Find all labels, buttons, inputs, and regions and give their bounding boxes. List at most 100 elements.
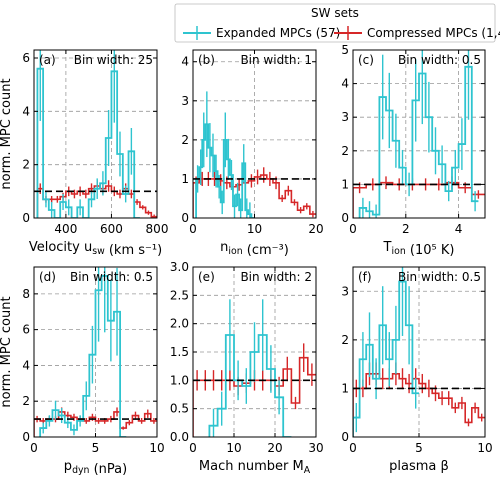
y-tick-label-2: 4 [22,358,30,372]
y-tick-label-3: 6 [22,323,30,337]
series-expanded [195,91,255,218]
bin-width-annotation: Bin width: 2 [240,270,312,284]
y-tick-label-2: 4 [22,104,30,118]
y-tick-label-3: 3 [181,94,189,108]
series-step-1 [34,411,157,437]
y-tick-label-0: 0 [341,430,349,444]
legend: SW sets Expanded MPCs (57) Compressed MP… [174,3,500,43]
panel-label: (a) [39,53,56,67]
x-tick-label-2: 10 [477,441,492,455]
y-tick-label-1: 1 [181,172,189,186]
plot-frame [352,49,486,219]
y-tick-label-0: 0 [181,211,189,225]
series-step-0 [208,334,292,437]
legend-title: SW sets [311,6,359,20]
legend-entry-expanded: Expanded MPCs (57) [183,26,340,40]
x-axis-label: Velocity usw (km s⁻¹) [29,240,162,258]
x-axis-label: Mach number MA [199,459,311,476]
x-tick-label-0: 400 [54,222,77,236]
y-tick-label-0: 0 [22,430,30,444]
panel-c: 0 2 4 0 1 2 3 4 5 (c) Bin width: 0.5 Tion (10⁵ K) [341,43,486,258]
x-tick-label-2: 10 [149,441,164,455]
panel-e: 0 10 20 30 0.0 0.5 1.0 1.5 2.0 2.5 3.0 (e) Bin width… [170,260,324,476]
y-tick-label-6: 3.0 [170,260,189,274]
x-tick-label-0: 0 [30,441,38,455]
legend-label-expanded: Expanded MPCs (57) [216,26,340,40]
panel-label: (c) [358,53,374,67]
x-axis-label: pdyn (nPa) [64,459,127,477]
plot-frame [33,49,158,219]
x-tick-label-1: 2 [402,222,410,236]
x-tick-label-3: 30 [308,441,323,455]
y-tick-label-5: 5 [341,43,349,57]
y-tick-label-5: 2.5 [170,288,189,302]
y-tick-label-2: 1.0 [170,373,189,387]
x-tick-label-0: 0 [189,222,197,236]
series-step-1 [353,373,485,437]
y-axis-label: norm. MPC count [0,296,14,407]
panel-b: 0 10 20 0 1 2 3 4 (b) Bin width: 1 nion (cm⁻³) [181,49,324,258]
series-expanded [353,267,419,437]
y-tick-label-4: 2.0 [170,317,189,331]
panel-label: (f) [358,270,372,284]
y-tick-label-0: 0 [22,211,30,225]
bin-width-annotation: Bin width: 1 [240,53,312,67]
x-tick-label-2: 4 [455,222,463,236]
series-step-0 [353,280,419,437]
x-tick-label-2: 20 [308,222,323,236]
series-compressed [193,167,316,218]
y-tick-label-1: 2 [22,158,30,172]
panel-label: (d) [39,270,56,284]
series-expanded [208,299,292,437]
x-tick-label-1: 10 [247,222,262,236]
y-tick-label-3: 3 [341,284,349,298]
panel-d: 0 5 10 0 2 4 6 8 (d) Bin width: 0.5 pdyn (nPa) norm… [0,266,165,477]
y-tick-label-2: 2 [341,333,349,347]
y-tick-label-0: 0.0 [170,430,189,444]
x-tick-label-1: 5 [92,441,100,455]
x-axis-label: Tion (10⁵ K) [383,240,455,258]
y-tick-label-1: 1 [341,177,349,191]
series-step-0 [36,67,140,218]
y-tick-label-3: 3 [341,110,349,124]
x-tick-label-1: 10 [226,441,241,455]
x-tick-label-2: 20 [267,441,282,455]
bin-width-annotation: Bin width: 0.5 [398,270,481,284]
bin-width-annotation: Bin width: 25 [74,53,153,67]
panel-label: (e) [198,270,215,284]
series-step-0 [39,275,127,437]
series-expanded [358,50,479,218]
bin-width-annotation: Bin width: 0.5 [398,53,481,67]
y-tick-label-4: 4 [341,77,349,91]
x-tick-label-0: 0 [349,222,357,236]
panel-label: (b) [198,53,215,67]
x-tick-label-1: 5 [415,441,423,455]
x-tick-label-0: 0 [349,441,357,455]
legend-label-compressed: Compressed MPCs (1,428) [367,26,500,40]
y-tick-label-4: 8 [22,287,30,301]
y-tick-label-1: 2 [22,394,30,408]
y-tick-label-2: 2 [341,144,349,158]
x-tick-label-2: 800 [146,222,169,236]
legend-box [174,3,496,43]
series-expanded [36,50,140,218]
y-tick-label-1: 1 [341,381,349,395]
bin-width-annotation: Bin width: 0.5 [70,270,153,284]
y-tick-label-1: 0.5 [170,402,189,416]
y-tick-label-0: 0 [341,211,349,225]
x-axis-label: plasma β [389,459,449,474]
panel-a: 400 600 800 0 2 4 6 (a) Bin width: 25 Velocity us… [0,49,169,258]
x-axis-label: nion (cm⁻³) [220,240,289,258]
panel-f: 0 5 10 0 1 2 3 (f) Bin width: 0.5 plasma β [341,266,493,474]
y-tick-label-3: 6 [22,51,30,65]
series-step-0 [358,65,479,218]
y-tick-label-2: 2 [181,133,189,147]
y-tick-label-4: 4 [181,55,189,69]
y-axis-label: norm. MPC count [0,78,14,189]
y-tick-label-3: 1.5 [170,345,189,359]
legend-entry-compressed: Compressed MPCs (1,428) [334,26,500,40]
x-tick-label-0: 0 [189,441,197,455]
x-tick-label-1: 600 [100,222,123,236]
